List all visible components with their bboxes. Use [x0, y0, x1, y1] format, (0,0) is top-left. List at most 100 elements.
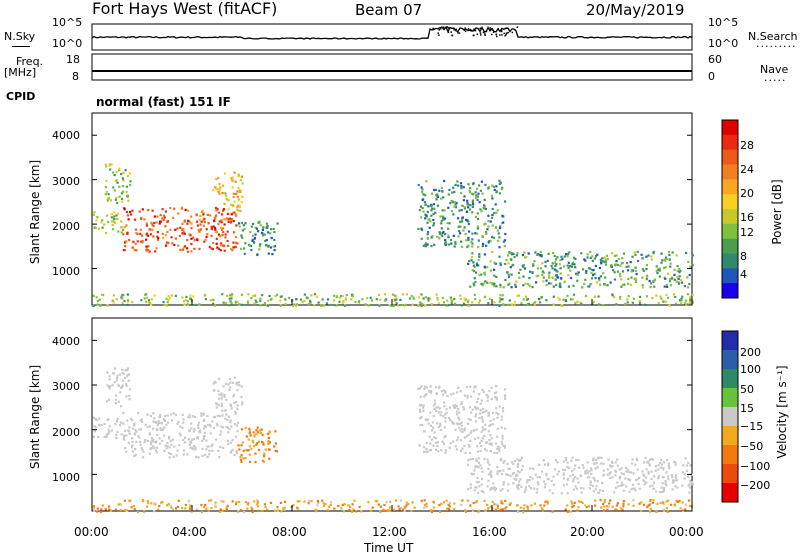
- power-cell: [224, 233, 227, 236]
- velocity-cell: [282, 507, 285, 510]
- velocity-cell: [649, 507, 653, 511]
- noise-spike-point: [464, 30, 467, 33]
- velocity-cell: [498, 450, 501, 453]
- power-cell: [669, 265, 672, 268]
- velocity-cell: [266, 432, 270, 435]
- velocity-cell: [226, 439, 229, 442]
- velocity-cell: [166, 441, 169, 444]
- noise-spike-point: [473, 28, 475, 30]
- velocity-cell: [147, 502, 150, 505]
- power-cell: [603, 260, 606, 263]
- velocity-cbar-tick-m50: −50: [740, 440, 764, 453]
- velocity-cell: [473, 489, 476, 492]
- power-cell: [656, 272, 659, 275]
- velocity-cell: [489, 471, 492, 474]
- velocity-cell: [251, 439, 254, 442]
- velocity-cell: [476, 450, 480, 453]
- power-cell: [266, 225, 269, 228]
- power-cell: [665, 258, 668, 261]
- velocity-cell: [490, 437, 493, 440]
- velocity-cell: [246, 503, 249, 506]
- velocity-cell: [92, 435, 95, 438]
- velocity-cell: [240, 395, 243, 399]
- velocity-cell: [592, 490, 595, 493]
- velocity-cell: [438, 385, 441, 388]
- velocity-cell: [509, 467, 512, 471]
- velocity-cell: [479, 409, 482, 412]
- velocity-cell: [420, 404, 423, 407]
- velocity-cell: [619, 484, 622, 487]
- power-cell: [401, 293, 405, 296]
- power-cell: [668, 253, 671, 257]
- velocity-cell: [120, 386, 123, 389]
- velocity-cell: [643, 480, 646, 483]
- power-cell: [441, 296, 444, 300]
- power-cell: [540, 296, 543, 299]
- power-cell: [118, 195, 121, 198]
- velocity-cell: [609, 476, 612, 479]
- power-cell: [489, 281, 492, 284]
- power-cell: [688, 283, 691, 286]
- power-cell: [559, 259, 562, 262]
- velocity-cell: [183, 441, 186, 444]
- power-cell: [490, 194, 493, 197]
- power-cell: [159, 220, 162, 223]
- power-cell: [115, 218, 118, 221]
- velocity-cell: [205, 507, 208, 510]
- velocity-cell: [116, 417, 119, 421]
- velocity-cell: [94, 426, 97, 429]
- power-cell: [126, 175, 129, 178]
- velocity-cell: [486, 394, 489, 397]
- power-cell: [112, 228, 115, 231]
- velocity-cell: [570, 500, 573, 503]
- velocity-cell: [420, 415, 423, 419]
- velocity-cell: [485, 449, 488, 452]
- velocity-cell: [227, 442, 230, 445]
- velocity-cell: [125, 395, 128, 398]
- power-cell: [424, 245, 427, 248]
- velocity-cell: [385, 501, 388, 504]
- velocity-cell: [473, 429, 476, 432]
- power-cell: [467, 238, 470, 242]
- power-cell: [495, 211, 498, 214]
- power-cell: [567, 266, 570, 270]
- velocity-cell: [410, 509, 413, 512]
- power-cell: [637, 259, 640, 262]
- power-cell: [580, 302, 583, 306]
- power-cell: [456, 180, 459, 183]
- power-cell: [488, 239, 491, 243]
- power-cell: [114, 198, 117, 201]
- velocity-cell: [480, 399, 483, 402]
- velocity-cell: [488, 442, 491, 445]
- power-cell: [223, 223, 226, 226]
- velocity-cell: [520, 468, 523, 471]
- velocity-cell: [218, 415, 221, 418]
- noise-spike-point: [484, 34, 486, 37]
- velocity-cell: [503, 394, 507, 397]
- power-cell: [454, 183, 457, 186]
- power-cell: [510, 303, 513, 306]
- power-cell: [327, 298, 330, 301]
- velocity-cell: [377, 503, 380, 506]
- velocity-cell: [152, 439, 155, 442]
- velocity-cell: [657, 468, 660, 471]
- power-cell: [190, 242, 193, 246]
- velocity-cell: [241, 403, 244, 406]
- power-cell: [593, 257, 596, 260]
- nave-ytick-bottom: 0: [708, 70, 715, 83]
- noise-spike-point: [504, 34, 506, 37]
- velocity-cell: [132, 505, 135, 508]
- velocity-cell: [496, 504, 499, 507]
- velocity-cell: [181, 426, 184, 429]
- velocity-cell: [210, 445, 213, 448]
- velocity-cell: [650, 458, 653, 461]
- power-cell: [625, 265, 628, 268]
- power-cell: [177, 244, 180, 247]
- power-cell: [508, 251, 511, 254]
- velocity-cell: [159, 442, 162, 445]
- velocity-cell: [480, 439, 483, 442]
- power-cell: [186, 300, 190, 303]
- velocity-cell: [348, 508, 351, 511]
- power-cell: [173, 207, 176, 210]
- velocity-cell: [475, 413, 478, 416]
